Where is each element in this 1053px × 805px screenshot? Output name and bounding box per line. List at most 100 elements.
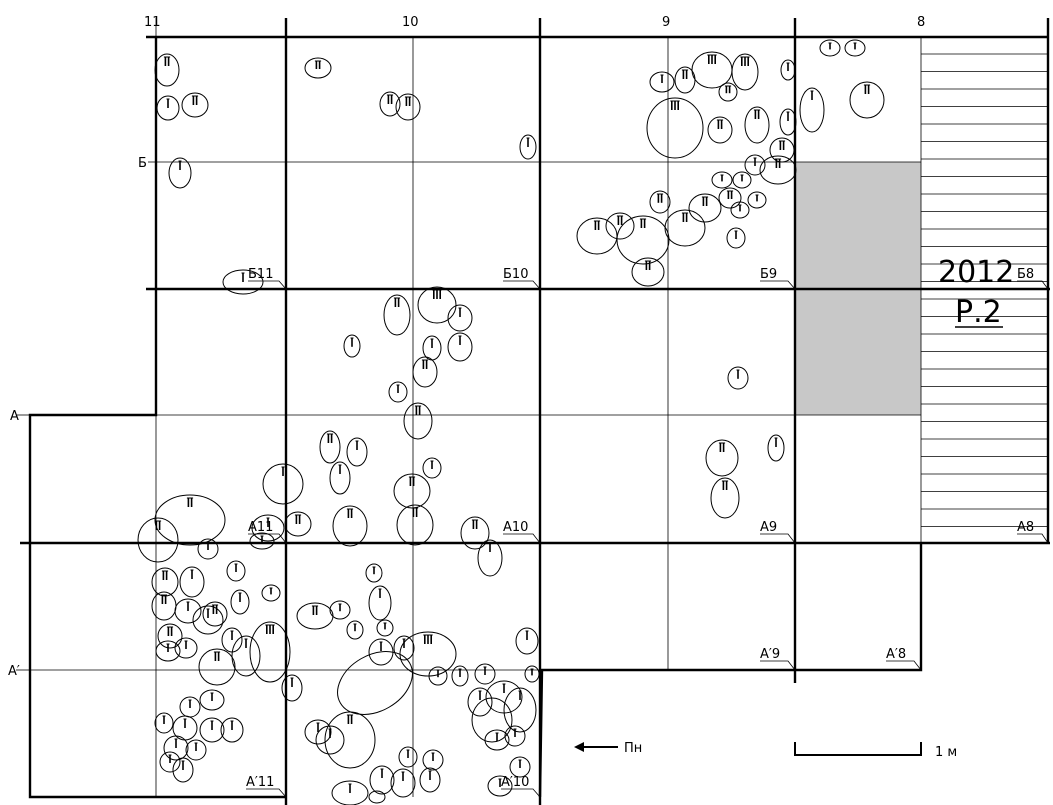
pit xyxy=(419,767,441,793)
pit xyxy=(631,257,665,287)
pit xyxy=(199,689,225,711)
pit xyxy=(222,269,264,295)
minor-grid xyxy=(30,37,922,797)
square-label-ap9: А′9 xyxy=(760,647,780,662)
pit xyxy=(396,504,434,546)
pit xyxy=(674,66,696,94)
square-label-ap11: А′11 xyxy=(246,775,274,790)
pit xyxy=(398,746,418,768)
main-grid xyxy=(20,18,1050,805)
pit xyxy=(197,538,219,560)
pit xyxy=(467,687,493,717)
pit xyxy=(471,697,513,743)
col-label-8: 8 xyxy=(917,15,925,30)
pit xyxy=(422,457,442,479)
pit xyxy=(503,687,537,733)
pit xyxy=(296,602,334,630)
pit xyxy=(744,106,770,144)
square-label-ap8: А′8 xyxy=(886,647,906,662)
pit xyxy=(369,765,395,795)
pit xyxy=(202,601,228,627)
pit xyxy=(220,717,244,743)
pit xyxy=(163,735,189,761)
col-label-9: 9 xyxy=(662,15,670,30)
pit xyxy=(819,39,841,57)
pit xyxy=(576,217,618,255)
pit xyxy=(155,640,181,662)
pit xyxy=(393,473,431,509)
pit xyxy=(649,190,671,214)
pit xyxy=(484,729,510,751)
pit xyxy=(718,82,738,102)
pit xyxy=(185,739,207,761)
pit xyxy=(747,191,767,209)
pit xyxy=(261,584,281,602)
col-label-11: 11 xyxy=(144,15,161,30)
square-label-a10: А10 xyxy=(503,520,528,535)
pit xyxy=(346,620,364,640)
pit xyxy=(319,430,341,464)
pit xyxy=(137,517,179,563)
square-label-ap10: А′10 xyxy=(501,775,529,790)
pit xyxy=(368,585,392,621)
pit xyxy=(337,651,413,715)
pit xyxy=(304,719,332,745)
pit xyxy=(174,598,202,624)
pit xyxy=(157,623,183,649)
pit xyxy=(844,39,866,57)
pit xyxy=(399,631,457,677)
pit xyxy=(767,434,785,462)
pit xyxy=(649,71,675,93)
pit xyxy=(315,725,345,755)
pit xyxy=(515,627,539,655)
pit xyxy=(504,725,526,747)
pit xyxy=(376,619,394,637)
north-label: Пн xyxy=(624,741,642,756)
pit xyxy=(324,711,376,769)
excavation-year: 2012 xyxy=(938,255,1014,290)
pit xyxy=(779,108,797,136)
pit xyxy=(199,717,225,743)
pit xyxy=(428,666,448,686)
pit xyxy=(179,696,201,718)
pit xyxy=(731,53,759,91)
pit xyxy=(230,589,250,615)
pit xyxy=(412,356,438,388)
row-label-a-prime: А′ xyxy=(8,664,20,679)
pit xyxy=(707,116,733,144)
pit xyxy=(192,605,224,635)
pit xyxy=(251,514,285,542)
pit xyxy=(519,134,537,160)
pit xyxy=(460,516,490,550)
pit xyxy=(487,775,513,797)
col-label-10: 10 xyxy=(402,15,419,30)
pit xyxy=(393,635,415,661)
pit xyxy=(688,193,722,223)
pit xyxy=(691,51,733,89)
pit xyxy=(780,59,796,81)
pit xyxy=(331,780,369,805)
pit xyxy=(179,566,205,598)
excavation-code: Р.2 xyxy=(955,295,1002,330)
pit xyxy=(156,95,180,121)
pit xyxy=(388,381,408,403)
pit xyxy=(447,304,473,332)
pit xyxy=(262,463,304,505)
scale-label: 1 м xyxy=(935,745,957,760)
pit xyxy=(664,209,706,247)
pit xyxy=(154,53,180,87)
pit xyxy=(383,294,411,336)
pit xyxy=(509,756,531,778)
square-label-a9: А9 xyxy=(760,520,777,535)
pit xyxy=(718,187,742,209)
pit xyxy=(172,757,194,783)
pit xyxy=(304,57,332,79)
pit xyxy=(379,91,401,117)
pit xyxy=(451,665,469,687)
pit xyxy=(769,137,795,163)
pit xyxy=(422,749,444,771)
pit xyxy=(744,154,766,176)
pit xyxy=(154,712,174,734)
pit xyxy=(417,286,457,324)
